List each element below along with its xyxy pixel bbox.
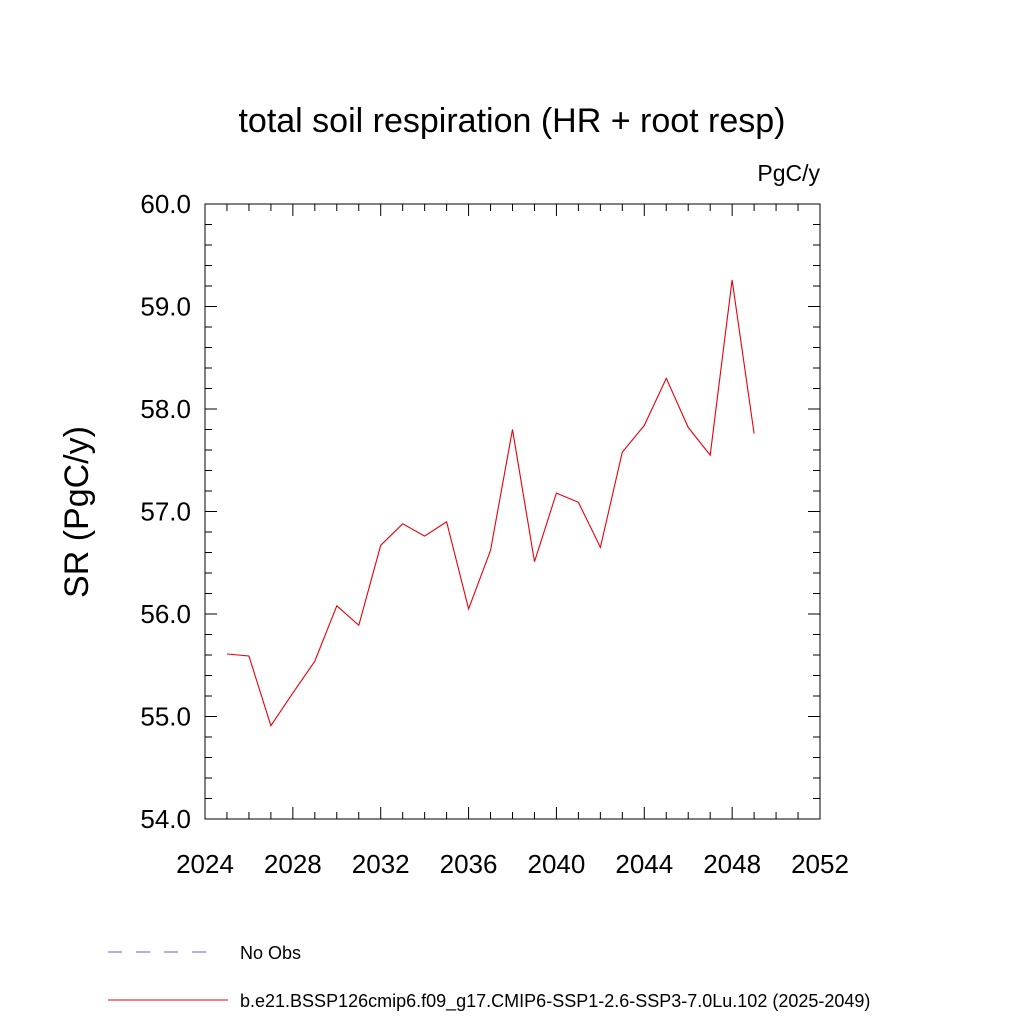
y-tick-label: 55.0 <box>140 702 191 732</box>
y-tick-label: 58.0 <box>140 394 191 424</box>
legend-label: No Obs <box>240 943 301 963</box>
x-tick-label: 2036 <box>440 849 498 879</box>
x-tick-label: 2028 <box>264 849 322 879</box>
legend-label: b.e21.BSSP126cmip6.f09_g17.CMIP6-SSP1-2.… <box>240 991 870 1012</box>
x-tick-label: 2024 <box>176 849 234 879</box>
y-tick-label: 60.0 <box>140 189 191 219</box>
y-axis-ticks: 54.0 55.0 56.0 57.0 58.0 59.0 60.0 <box>140 189 820 834</box>
y-tick-label: 54.0 <box>140 804 191 834</box>
y-axis-label: SR (PgC/y) <box>58 426 96 598</box>
legend: No Obs b.e21.BSSP126cmip6.f09_g17.CMIP6-S… <box>108 943 870 1012</box>
x-tick-label: 2032 <box>352 849 410 879</box>
chart-title: total soil respiration (HR + root resp) <box>238 102 785 140</box>
x-tick-label: 2048 <box>703 849 761 879</box>
plot-frame <box>204 203 821 820</box>
x-tick-label: 2052 <box>791 849 849 879</box>
series-line <box>226 279 755 727</box>
x-axis-ticks: 2024 2028 2032 2036 2040 2044 2048 2052 <box>176 204 849 879</box>
y-tick-label: 56.0 <box>140 599 191 629</box>
y-tick-label: 59.0 <box>140 292 191 322</box>
units-label: PgC/y <box>757 160 820 186</box>
series-layer <box>226 279 755 727</box>
y-tick-label: 57.0 <box>140 497 191 527</box>
x-tick-label: 2044 <box>615 849 673 879</box>
x-tick-label: 2040 <box>528 849 586 879</box>
